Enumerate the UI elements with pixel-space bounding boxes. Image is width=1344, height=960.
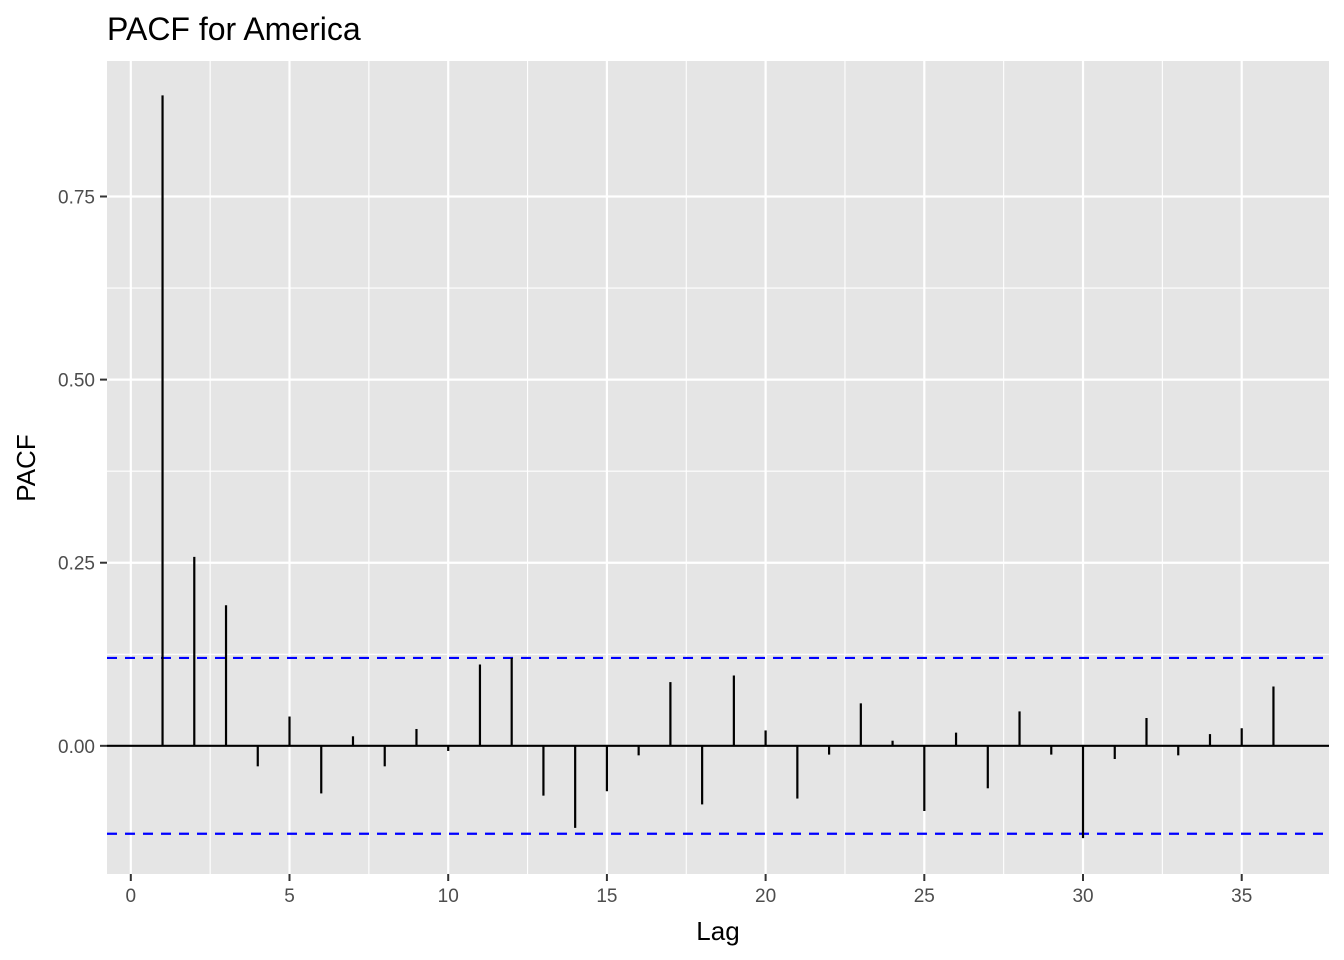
x-tick-label: 5 — [284, 886, 295, 907]
x-tick-label: 10 — [438, 886, 459, 907]
x-axis-title: Lag — [696, 916, 739, 946]
pacf-bars — [161, 95, 1275, 839]
y-axis-ticks: 0.00 0.25 0.50 0.75 — [58, 188, 107, 758]
y-tick-label: 0.75 — [58, 188, 95, 209]
x-tick-label: 15 — [596, 886, 617, 907]
x-tick-label: 0 — [126, 886, 137, 907]
y-tick-label: 0.50 — [58, 371, 95, 392]
y-tick-label: 0.25 — [58, 554, 95, 575]
x-tick-label: 20 — [755, 886, 776, 907]
x-tick-label: 35 — [1231, 886, 1252, 907]
x-axis-ticks: 0 5 10 15 20 25 30 35 — [126, 874, 1252, 907]
confidence-bounds — [107, 656, 1329, 835]
y-tick-label: 0.00 — [58, 737, 95, 758]
y-axis-title: PACF — [11, 434, 41, 501]
x-tick-label: 25 — [914, 886, 935, 907]
chart-title: PACF for America — [107, 11, 361, 47]
x-tick-label: 30 — [1072, 886, 1093, 907]
